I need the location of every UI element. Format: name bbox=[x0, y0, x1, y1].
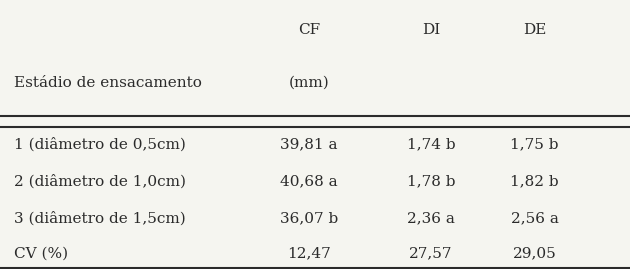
Text: 36,07 b: 36,07 b bbox=[280, 212, 338, 226]
Text: 1,74 b: 1,74 b bbox=[407, 137, 455, 151]
Text: 1,82 b: 1,82 b bbox=[510, 174, 559, 188]
Text: 2 (diâmetro de 1,0cm): 2 (diâmetro de 1,0cm) bbox=[14, 174, 186, 189]
Text: 29,05: 29,05 bbox=[513, 246, 556, 260]
Text: Estádio de ensacamento: Estádio de ensacamento bbox=[14, 76, 202, 90]
Text: 2,36 a: 2,36 a bbox=[407, 212, 455, 226]
Text: 1,75 b: 1,75 b bbox=[510, 137, 559, 151]
Text: 39,81 a: 39,81 a bbox=[280, 137, 338, 151]
Text: 27,57: 27,57 bbox=[410, 246, 453, 260]
Text: 2,56 a: 2,56 a bbox=[510, 212, 558, 226]
Text: (mm): (mm) bbox=[289, 76, 329, 90]
Text: 12,47: 12,47 bbox=[287, 246, 331, 260]
Text: 1,78 b: 1,78 b bbox=[407, 174, 455, 188]
Text: 40,68 a: 40,68 a bbox=[280, 174, 338, 188]
Text: DE: DE bbox=[523, 23, 546, 37]
Text: DI: DI bbox=[422, 23, 440, 37]
Text: 1 (diâmetro de 0,5cm): 1 (diâmetro de 0,5cm) bbox=[14, 137, 186, 151]
Text: CF: CF bbox=[297, 23, 320, 37]
Text: CV (%): CV (%) bbox=[14, 246, 68, 260]
Text: 3 (diâmetro de 1,5cm): 3 (diâmetro de 1,5cm) bbox=[14, 212, 186, 226]
